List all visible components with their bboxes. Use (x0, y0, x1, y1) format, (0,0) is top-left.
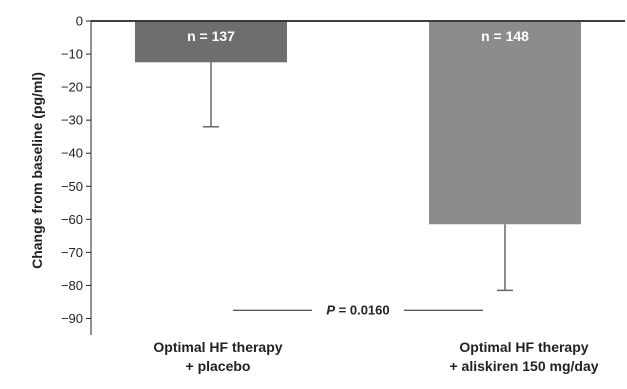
p-value: = 0.0160 (335, 303, 390, 318)
y-tick-label: −10 (61, 47, 83, 62)
y-tick-label: −60 (61, 212, 83, 227)
bar (135, 21, 287, 63)
category-label: Optimal HF therapy + aliskiren 150 mg/day (449, 339, 598, 374)
p-symbol: P (326, 303, 335, 318)
y-tick-label: −50 (61, 179, 83, 194)
y-tick-label: −80 (61, 278, 83, 293)
y-tick-label: −40 (61, 146, 83, 161)
p-value-annotation: P = 0.0160 (233, 303, 483, 318)
p-value-label: P = 0.0160 (326, 303, 389, 318)
y-tick-label: −90 (61, 311, 83, 326)
bar-n-label: n = 148 (481, 28, 529, 44)
y-axis-title: Change from baseline (pg/ml) (29, 72, 45, 269)
y-tick-label: −70 (61, 245, 83, 260)
category-label-line: Optimal HF therapy (459, 339, 588, 355)
category-label: Optimal HF therapy + placebo (153, 339, 282, 374)
y-tick-label: −30 (61, 113, 83, 128)
category-label-line: + aliskiren 150 mg/day (449, 358, 598, 374)
bar-n-label: n = 137 (187, 28, 235, 44)
y-tick-label: −20 (61, 80, 83, 95)
bars: n = 137 n = 148 (91, 20, 625, 292)
y-ticks: 0 −10 −20 −30 −40 −50 −60 −70 −80 −90 (61, 14, 91, 326)
y-tick-label: 0 (76, 14, 83, 29)
bar (429, 21, 581, 225)
category-label-line: + placebo (186, 358, 251, 374)
category-label-line: Optimal HF therapy (153, 339, 282, 355)
